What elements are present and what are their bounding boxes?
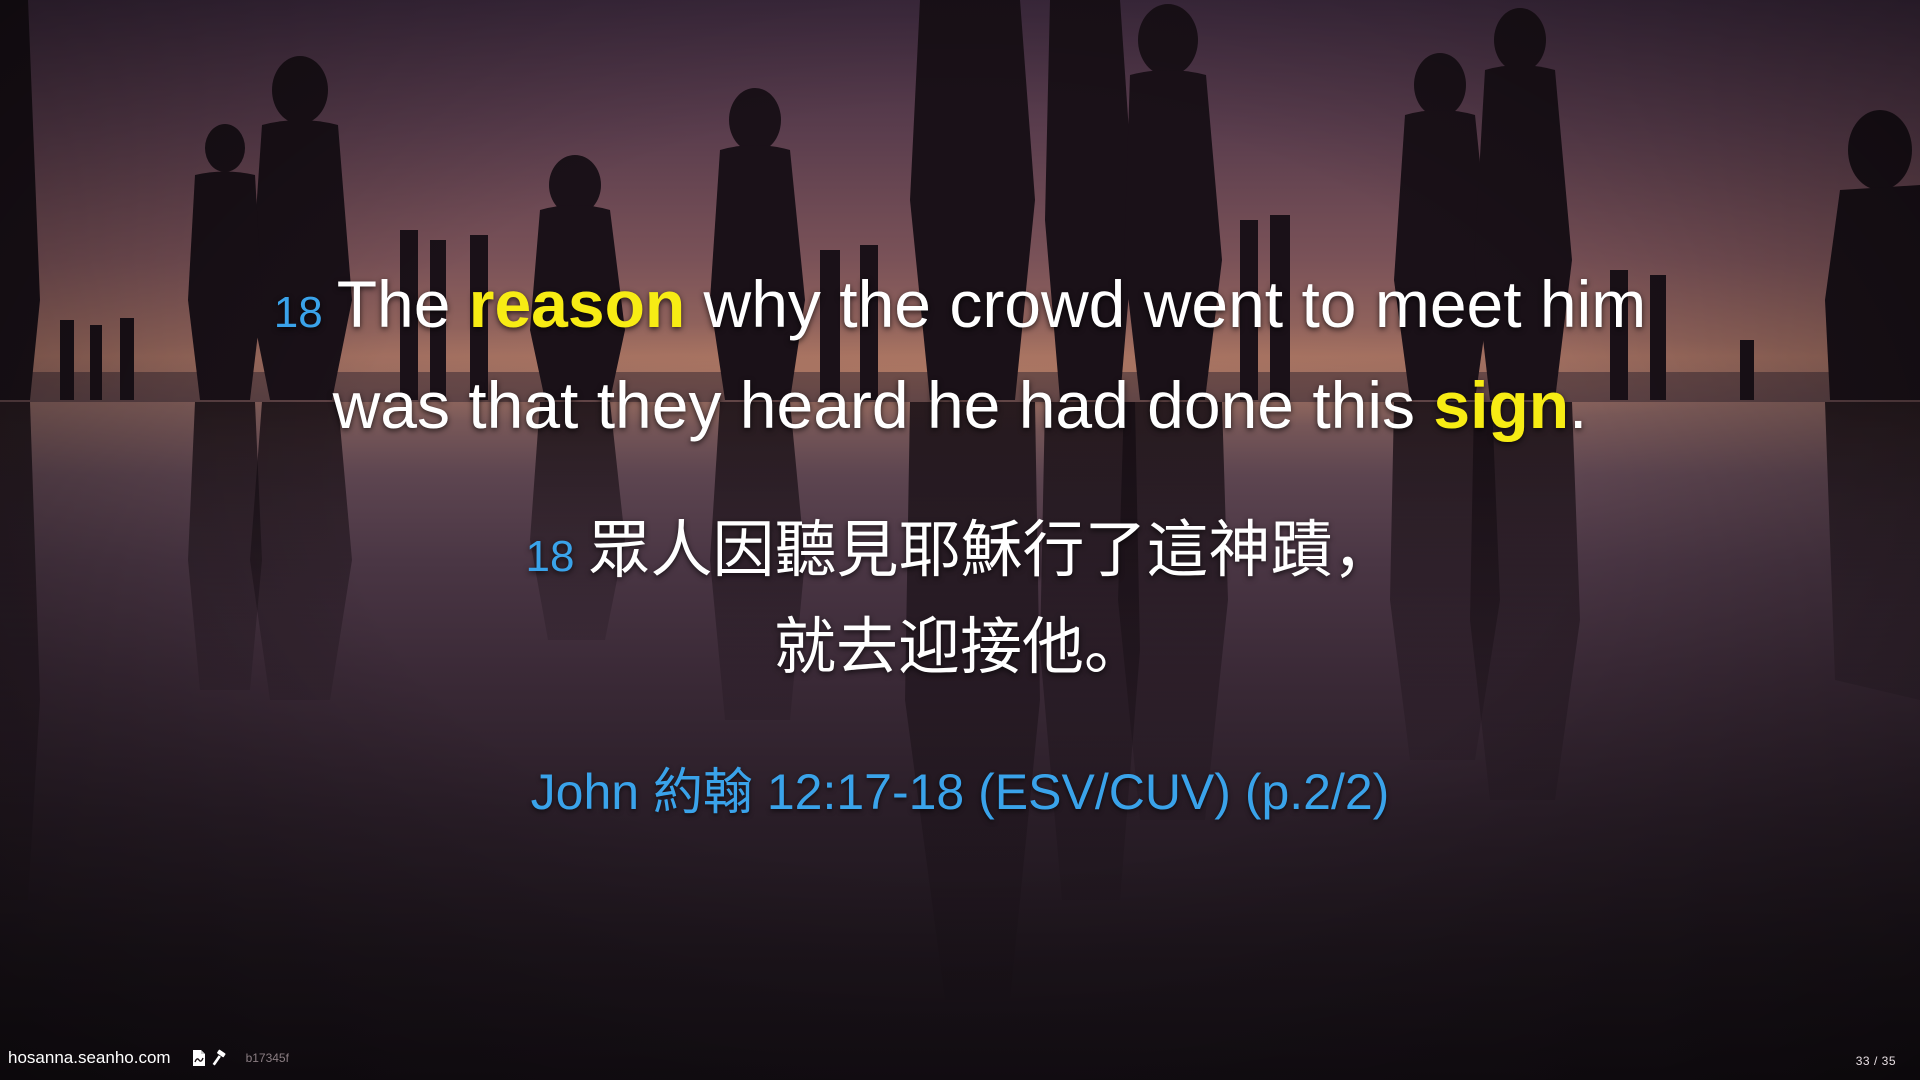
verse-chinese-line-1: 18 眾人因聽見耶穌行了這神蹟， (0, 505, 1920, 602)
page-current: 33 (1855, 1054, 1871, 1068)
verse-chinese: 18 眾人因聽見耶穌行了這神蹟， 就去迎接他。 (0, 505, 1920, 692)
highlight-word-sign: sign (1433, 368, 1570, 442)
page-counter: 33 / 35 (1856, 1054, 1896, 1068)
site-link[interactable]: hosanna.seanho.com (8, 1048, 171, 1067)
page-separator: / (1873, 1054, 1878, 1068)
pdf-icon[interactable] (191, 1049, 207, 1067)
verse-chinese-text: 眾人因聽見耶穌行了這神蹟， (588, 513, 1395, 586)
page-total: 35 (1881, 1054, 1896, 1068)
verse-text-segment: . (1569, 368, 1588, 442)
verse-english-line-1: 18 The reason why the crowd went to meet … (0, 258, 1920, 359)
scripture-reference: John 約翰 12:17-18 (ESV/CUV) (p.2/2) (530, 764, 1390, 820)
highlight-word-reason: reason (468, 267, 686, 341)
verse-text-segment: The (336, 267, 469, 341)
hammer-icon[interactable] (210, 1049, 226, 1067)
tool-icons (191, 1049, 226, 1067)
footer-left: hosanna.seanho.com b17345f (8, 1046, 289, 1070)
build-hash: b17345f (245, 1051, 289, 1065)
verse-number-chinese: 18 (525, 532, 575, 581)
verse-english: 18 The reason why the crowd went to meet … (0, 258, 1920, 451)
verse-chinese-line-2: 就去迎接他。 (773, 610, 1146, 683)
verse-text-segment: was that they heard he had done this (332, 368, 1434, 442)
verse-english-line-2: was that they heard he had done this sig… (0, 359, 1920, 451)
verse-number-english: 18 (273, 288, 323, 337)
verse-text-segment: why the crowd went to meet him (685, 267, 1647, 341)
